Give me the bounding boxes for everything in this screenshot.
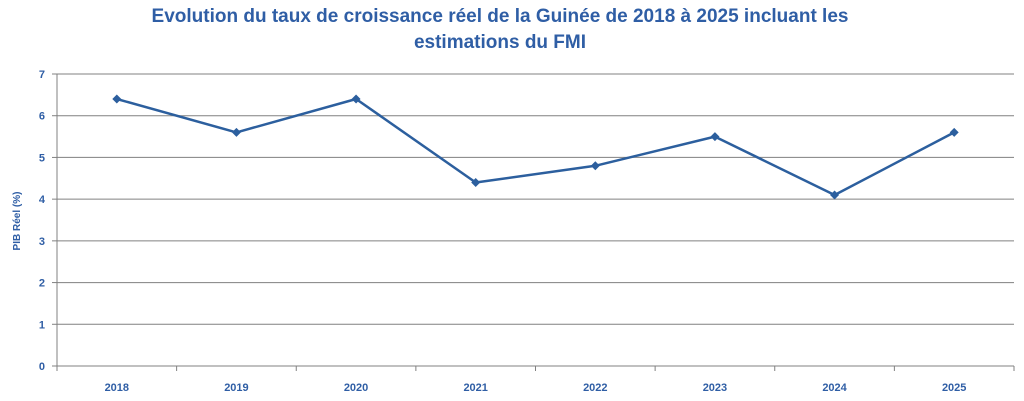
y-tick-label: 5 xyxy=(39,152,45,164)
y-tick-label: 3 xyxy=(39,236,45,248)
y-tick-labels: 0 1 2 3 4 5 6 7 xyxy=(39,69,46,373)
y-axis-label: PIB Réel (%) xyxy=(12,192,23,251)
x-tick-label: 2023 xyxy=(703,382,727,394)
data-point xyxy=(949,127,959,137)
data-point xyxy=(830,190,840,200)
y-tick-label: 1 xyxy=(39,319,45,331)
x-tick-label: 2022 xyxy=(583,382,607,394)
grid-lines xyxy=(57,73,1014,325)
x-tick-label: 2021 xyxy=(463,382,487,394)
y-tick-label: 4 xyxy=(39,194,46,206)
data-point xyxy=(112,94,122,104)
y-tick-label: 6 xyxy=(39,111,45,123)
series-line xyxy=(116,97,955,197)
x-tick-label: 2024 xyxy=(822,382,847,394)
x-tick-label: 2025 xyxy=(942,382,966,394)
axes xyxy=(52,73,1015,371)
data-point xyxy=(471,177,481,187)
chart-title: Evolution du taux de croissance réel de … xyxy=(60,4,940,56)
series xyxy=(112,94,959,200)
data-point xyxy=(231,127,241,137)
chart-title-line-2: estimations du FMI xyxy=(413,32,587,53)
x-tick-labels: 2018 2019 2020 2021 2022 2023 2024 2025 xyxy=(105,382,967,394)
y-tick-label: 0 xyxy=(39,361,45,373)
y-tick-label: 2 xyxy=(39,278,45,290)
x-tick-label: 2019 xyxy=(224,382,248,394)
data-point xyxy=(710,132,720,142)
x-tick-label: 2020 xyxy=(344,382,368,394)
data-point xyxy=(590,161,600,171)
x-tick-label: 2018 xyxy=(105,382,129,394)
y-tick-label: 7 xyxy=(39,69,45,81)
data-point xyxy=(351,94,361,104)
chart-title-line-1: Evolution du taux de croissance réel de … xyxy=(151,6,849,27)
